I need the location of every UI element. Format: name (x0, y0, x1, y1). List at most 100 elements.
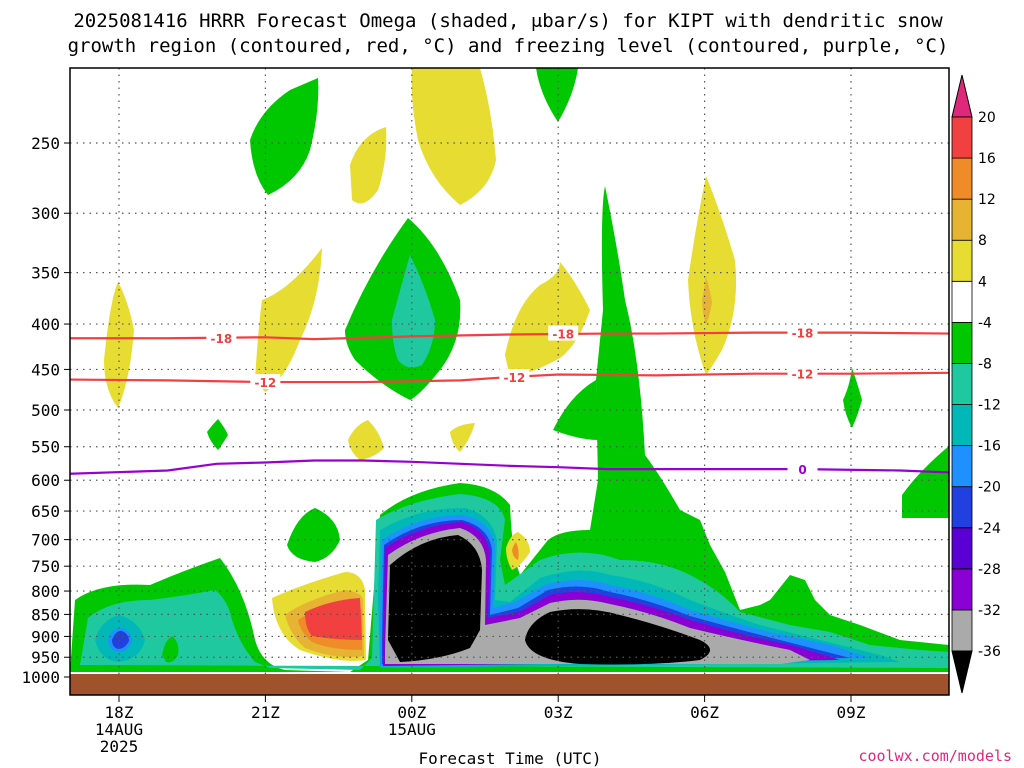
contour-label: -12 (792, 368, 814, 382)
colorbar-segment (951, 280, 973, 323)
omega-area-teal-upper2 (392, 255, 435, 368)
contour-label-bg (250, 374, 281, 390)
y-tick-label: 650 (31, 502, 60, 521)
omega-area-green-mid4 (553, 380, 598, 440)
x-tick-label: 03Z (544, 703, 573, 722)
colorbar-segment (951, 116, 973, 159)
y-tick-label: 300 (31, 204, 60, 223)
colorbar-tick-label: -12 (978, 398, 1001, 414)
colorbar-tick-label: -36 (978, 644, 1001, 660)
chart-title-line1: 2025081416 HRRR Forecast Omega (shaded, … (73, 10, 943, 32)
contour-label-bg (787, 461, 818, 477)
colorbar-tick-label: 8 (978, 233, 987, 249)
colorbar-tick-label: -4 (978, 315, 992, 331)
colorbar-segment (951, 404, 973, 447)
colorbar-tick-label: 16 (978, 151, 996, 167)
x-tick-label: 06Z (690, 703, 719, 722)
contour-label-bg (206, 330, 237, 346)
x-tick-label: 2025 (100, 737, 139, 756)
colorbar-tick-label: 4 (978, 274, 987, 290)
omega-area-green-upper3 (536, 68, 578, 122)
y-tick-label: 700 (31, 531, 60, 550)
omega-area-green-upper1 (250, 78, 319, 195)
y-tick-label: 1000 (21, 668, 60, 687)
y-tick-label: 450 (31, 360, 60, 379)
colorbar-segment (951, 445, 973, 488)
y-tick-label: 350 (31, 264, 60, 283)
colorbar-segment (951, 527, 973, 570)
colorbar-tick-label: -24 (978, 521, 1001, 537)
y-tick-label: 550 (31, 438, 60, 457)
contour-label: -12 (504, 371, 526, 385)
omega-area-yellow-upper6 (688, 176, 737, 375)
colorbar-segment (951, 486, 973, 529)
colorbar-tick-label: -32 (978, 603, 1001, 619)
contour-label: -18 (792, 327, 814, 341)
colorbar-max-triangle (951, 74, 973, 118)
y-tick-label: 750 (31, 557, 60, 576)
colorbar-tick-label: 20 (978, 110, 996, 126)
colorbar-segment (951, 609, 973, 652)
y-tick-label: 900 (31, 627, 60, 646)
colorbar-tick-label: -20 (978, 480, 1001, 496)
omega-area-yellow-mid7 (348, 420, 384, 460)
colorbar: -36 -32 -28 -24 -20 -16 -12 -8 -4 4 8 12 16 20 (951, 74, 1001, 694)
plot-frame (69, 67, 950, 696)
omega-area-yellow-mid8 (450, 423, 475, 452)
omega-area-green-cell7 (207, 419, 228, 450)
contour-label: -18 (211, 332, 233, 346)
y-tick-label: 500 (31, 401, 60, 420)
contour-label: 0 (798, 463, 806, 477)
x-axis-label: Forecast Time (UTC) (418, 749, 601, 768)
colorbar-tick-label: -28 (978, 562, 1001, 578)
x-tick-label: 18Z (105, 703, 134, 722)
colorbar-segment (951, 239, 973, 282)
omega-area-green-cell9 (902, 446, 949, 518)
x-tick-label: 21Z (251, 703, 280, 722)
omega-area-yellow-upper5 (505, 262, 590, 378)
omega-area-black-core1 (388, 535, 482, 662)
y-tick-label: 400 (31, 315, 60, 334)
x-tick-label: 14AUG (95, 720, 143, 739)
colorbar-segment (951, 321, 973, 364)
credit-text: coolwx.com/models (858, 747, 1012, 765)
contour-label: -12 (254, 376, 276, 390)
contour-label-bg (787, 324, 818, 340)
omega-area-orange-low9 (512, 542, 519, 560)
colorbar-segment (951, 363, 973, 405)
omega-shading (70, 68, 949, 672)
x-tick-label: 00Z (397, 703, 426, 722)
contour-label-bg (499, 369, 530, 385)
omega-area-green-cell8 (843, 368, 862, 428)
colorbar-tick-label: 12 (978, 192, 996, 208)
omega-area-yellow-upper3 (104, 282, 134, 408)
colorbar-tick-label: -16 (978, 439, 1001, 455)
y-tick-label: 800 (31, 582, 60, 601)
x-tick-label: 15AUG (388, 720, 436, 739)
terrain-band (70, 674, 949, 695)
omega-area-yellow-upper4 (255, 248, 322, 392)
omega-area-green-cell5 (287, 508, 340, 562)
colorbar-segment (951, 157, 973, 200)
colorbar-min-triangle (951, 650, 973, 694)
omega-area-yellow-upper1 (411, 68, 496, 205)
y-tick-label: 950 (31, 648, 60, 667)
y-tick-label: 850 (31, 605, 60, 624)
omega-area-green-cell6 (162, 636, 179, 663)
contour-label: -18 (552, 328, 574, 342)
colorbar-segment (951, 568, 973, 611)
colorbar-segment (951, 198, 973, 241)
contour-label-bg (548, 325, 579, 341)
omega-area-black-core2 (525, 609, 710, 665)
contours: -18 -18 -18 -12 -12 -12 0 (69, 324, 950, 477)
y-tick-label: 250 (31, 134, 60, 153)
y-axis: 250 300 350 400 450 500 550 600 650 700 750 800 850 9… (21, 134, 70, 687)
plot-area: -18 -18 -18 -12 -12 -12 0 (69, 67, 950, 696)
omega-area-orange-upper6 (702, 276, 712, 325)
omega-area-yellow-upper2 (350, 127, 387, 204)
y-tick-label: 600 (31, 471, 60, 490)
x-tick-label: 09Z (837, 703, 866, 722)
omega-area-grey (385, 528, 810, 664)
colorbar-tick-label: -8 (978, 356, 992, 372)
